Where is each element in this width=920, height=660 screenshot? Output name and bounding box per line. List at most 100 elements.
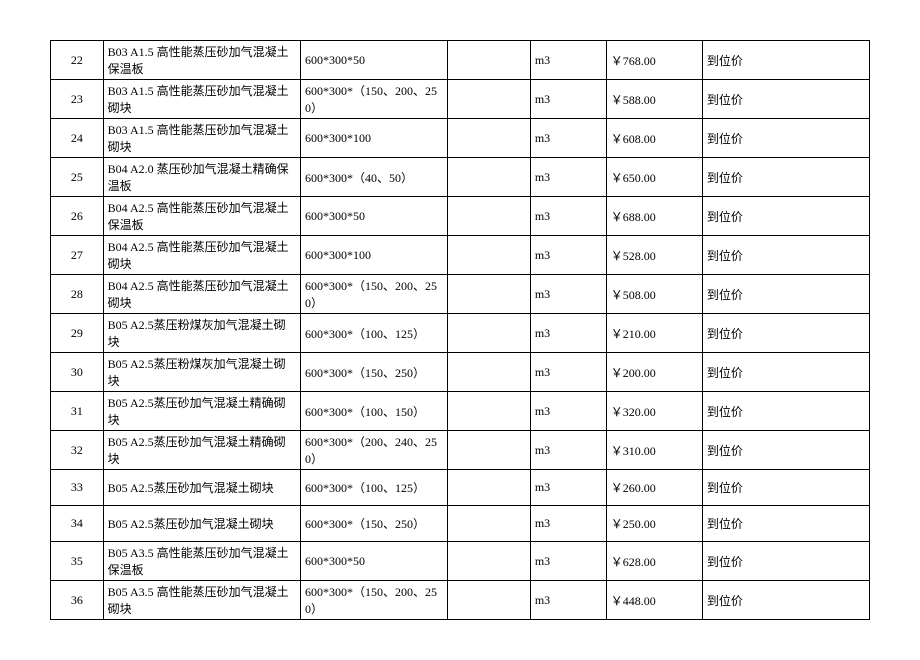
cell-unit: m3 xyxy=(530,353,606,392)
cell-note: 到位价 xyxy=(702,314,869,353)
cell-num: 33 xyxy=(51,470,104,506)
cell-blank xyxy=(447,506,530,542)
cell-price: ￥608.00 xyxy=(606,119,702,158)
cell-price: ￥628.00 xyxy=(606,542,702,581)
cell-spec: 600*300*50 xyxy=(301,542,448,581)
cell-spec: 600*300*（100、150） xyxy=(301,392,448,431)
table-row: 34B05 A2.5蒸压砂加气混凝土砌块600*300*（150、250）m3￥… xyxy=(51,506,870,542)
cell-name: B04 A2.5 高性能蒸压砂加气混凝土砌块 xyxy=(103,236,300,275)
table-row: 23B03 A1.5 高性能蒸压砂加气混凝土砌块600*300*（150、200… xyxy=(51,80,870,119)
cell-blank xyxy=(447,197,530,236)
cell-num: 35 xyxy=(51,542,104,581)
table-row: 24B03 A1.5 高性能蒸压砂加气混凝土砌块600*300*100 m3￥60… xyxy=(51,119,870,158)
cell-name: B03 A1.5 高性能蒸压砂加气混凝土砌块 xyxy=(103,80,300,119)
cell-name: B04 A2.0 蒸压砂加气混凝土精确保温板 xyxy=(103,158,300,197)
cell-num: 30 xyxy=(51,353,104,392)
cell-unit: m3 xyxy=(530,470,606,506)
cell-spec: 600*300*50 xyxy=(301,197,448,236)
cell-num: 29 xyxy=(51,314,104,353)
cell-note: 到位价 xyxy=(702,431,869,470)
cell-note: 到位价 xyxy=(702,197,869,236)
table-row: 26B04 A2.5 高性能蒸压砂加气混凝土保温板600*300*50 m3￥68… xyxy=(51,197,870,236)
cell-blank xyxy=(447,314,530,353)
cell-price: ￥448.00 xyxy=(606,581,702,620)
cell-note: 到位价 xyxy=(702,80,869,119)
cell-num: 36 xyxy=(51,581,104,620)
cell-price: ￥310.00 xyxy=(606,431,702,470)
cell-name: B03 A1.5 高性能蒸压砂加气混凝土砌块 xyxy=(103,119,300,158)
cell-price: ￥588.00 xyxy=(606,80,702,119)
cell-spec: 600*300*（200、240、250） xyxy=(301,431,448,470)
table-row: 35B05 A3.5 高性能蒸压砂加气混凝土保温板600*300*50m3￥62… xyxy=(51,542,870,581)
cell-name: B04 A2.5 高性能蒸压砂加气混凝土保温板 xyxy=(103,197,300,236)
cell-num: 23 xyxy=(51,80,104,119)
table-row: 29B05 A2.5蒸压粉煤灰加气混凝土砌块600*300*（100、125）m… xyxy=(51,314,870,353)
cell-num: 34 xyxy=(51,506,104,542)
cell-num: 26 xyxy=(51,197,104,236)
table-row: 27B04 A2.5 高性能蒸压砂加气混凝土砌块600*300*100m3￥52… xyxy=(51,236,870,275)
cell-blank xyxy=(447,119,530,158)
cell-note: 到位价 xyxy=(702,119,869,158)
cell-note: 到位价 xyxy=(702,581,869,620)
cell-name: B05 A2.5蒸压砂加气混凝土砌块 xyxy=(103,470,300,506)
cell-spec: 600*300*100 xyxy=(301,119,448,158)
cell-name: B05 A2.5蒸压砂加气混凝土精确砌块 xyxy=(103,431,300,470)
cell-blank xyxy=(447,158,530,197)
cell-note: 到位价 xyxy=(702,470,869,506)
cell-unit: m3 xyxy=(530,41,606,80)
cell-unit: m3 xyxy=(530,119,606,158)
cell-price: ￥200.00 xyxy=(606,353,702,392)
cell-num: 24 xyxy=(51,119,104,158)
cell-price: ￥768.00 xyxy=(606,41,702,80)
cell-blank xyxy=(447,80,530,119)
table-row: 31B05 A2.5蒸压砂加气混凝土精确砌块600*300*（100、150） m… xyxy=(51,392,870,431)
cell-blank xyxy=(447,353,530,392)
cell-unit: m3 xyxy=(530,158,606,197)
cell-spec: 600*300*50 xyxy=(301,41,448,80)
cell-price: ￥688.00 xyxy=(606,197,702,236)
cell-unit: m3 xyxy=(530,581,606,620)
cell-blank xyxy=(447,236,530,275)
cell-unit: m3 xyxy=(530,542,606,581)
cell-num: 27 xyxy=(51,236,104,275)
cell-name: B03 A1.5 高性能蒸压砂加气混凝土保温板 xyxy=(103,41,300,80)
cell-name: B05 A2.5蒸压砂加气混凝土精确砌块 xyxy=(103,392,300,431)
cell-spec: 600*300*（150、250） xyxy=(301,353,448,392)
cell-name: B05 A2.5蒸压粉煤灰加气混凝土砌块 xyxy=(103,314,300,353)
cell-spec: 600*300*100 xyxy=(301,236,448,275)
table-body: 22B03 A1.5 高性能蒸压砂加气混凝土保温板600*300*50m3￥76… xyxy=(51,41,870,620)
cell-spec: 600*300*（150、200、250） xyxy=(301,80,448,119)
cell-blank xyxy=(447,542,530,581)
cell-price: ￥320.00 xyxy=(606,392,702,431)
cell-num: 22 xyxy=(51,41,104,80)
cell-name: B05 A2.5蒸压粉煤灰加气混凝土砌块 xyxy=(103,353,300,392)
cell-note: 到位价 xyxy=(702,542,869,581)
cell-unit: m3 xyxy=(530,431,606,470)
table-row: 33B05 A2.5蒸压砂加气混凝土砌块600*300*（100、125） m3￥… xyxy=(51,470,870,506)
cell-unit: m3 xyxy=(530,392,606,431)
table-row: 32B05 A2.5蒸压砂加气混凝土精确砌块600*300*（200、240、2… xyxy=(51,431,870,470)
cell-unit: m3 xyxy=(530,236,606,275)
cell-spec: 600*300*（150、200、250） xyxy=(301,275,448,314)
cell-name: B04 A2.5 高性能蒸压砂加气混凝土砌块 xyxy=(103,275,300,314)
cell-unit: m3 xyxy=(530,197,606,236)
cell-note: 到位价 xyxy=(702,41,869,80)
cell-unit: m3 xyxy=(530,80,606,119)
cell-note: 到位价 xyxy=(702,236,869,275)
table-row: 28B04 A2.5 高性能蒸压砂加气混凝土砌块600*300*（150、200… xyxy=(51,275,870,314)
cell-note: 到位价 xyxy=(702,353,869,392)
cell-blank xyxy=(447,581,530,620)
cell-name: B05 A2.5蒸压砂加气混凝土砌块 xyxy=(103,506,300,542)
cell-num: 25 xyxy=(51,158,104,197)
cell-blank xyxy=(447,275,530,314)
cell-unit: m3 xyxy=(530,506,606,542)
cell-num: 31 xyxy=(51,392,104,431)
cell-spec: 600*300*（100、125） xyxy=(301,470,448,506)
table-row: 22B03 A1.5 高性能蒸压砂加气混凝土保温板600*300*50 m3￥76… xyxy=(51,41,870,80)
cell-note: 到位价 xyxy=(702,506,869,542)
cell-spec: 600*300*（40、50） xyxy=(301,158,448,197)
cell-unit: m3 xyxy=(530,275,606,314)
cell-price: ￥210.00 xyxy=(606,314,702,353)
cell-blank xyxy=(447,431,530,470)
cell-price: ￥260.00 xyxy=(606,470,702,506)
